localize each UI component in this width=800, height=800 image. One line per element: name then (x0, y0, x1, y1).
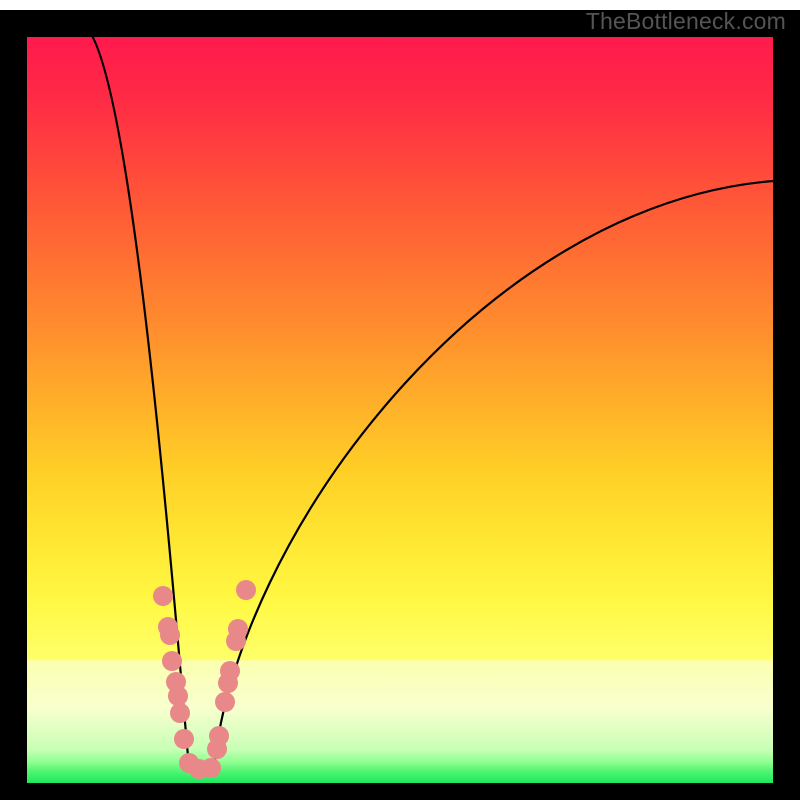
data-point (201, 758, 221, 778)
data-point (236, 580, 256, 600)
data-point (220, 661, 240, 681)
data-point (153, 586, 173, 606)
data-point (209, 726, 229, 746)
watermark-label: TheBottleneck.com (586, 8, 786, 35)
data-point (160, 625, 180, 645)
data-point (228, 619, 248, 639)
data-point (162, 651, 182, 671)
data-point (215, 692, 235, 712)
chart-stage: TheBottleneck.com (0, 0, 800, 800)
data-point (168, 686, 188, 706)
plot-background (27, 37, 773, 783)
bottleneck-chart (0, 0, 800, 800)
data-point (174, 729, 194, 749)
data-point (170, 703, 190, 723)
